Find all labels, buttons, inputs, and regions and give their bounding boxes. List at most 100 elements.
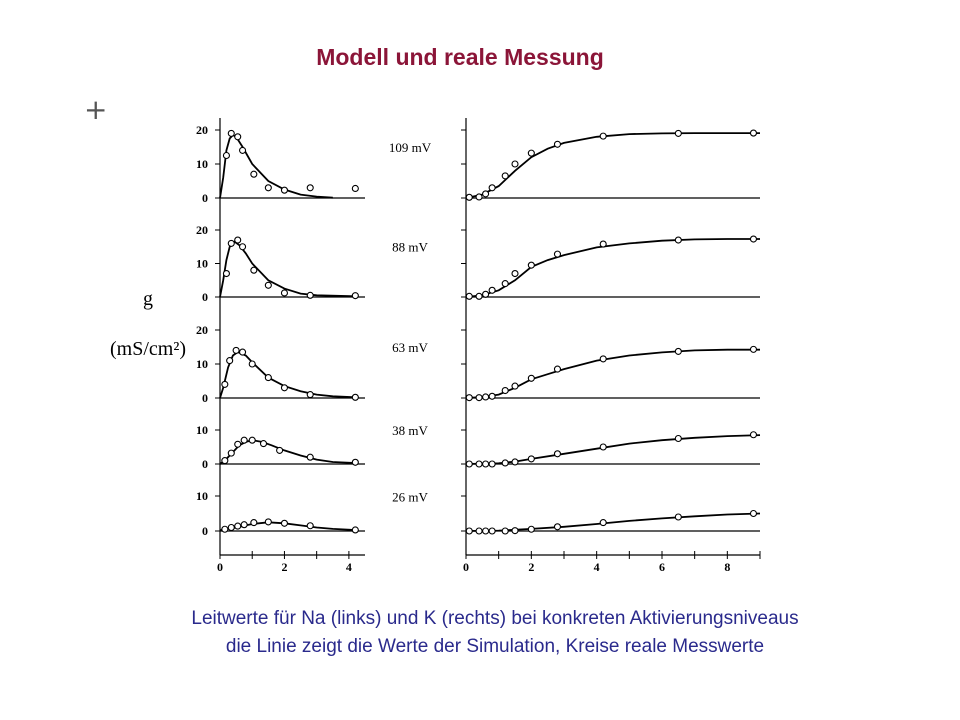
y-tick-label: 20 xyxy=(196,323,208,337)
y-tick-label: 10 xyxy=(196,489,208,503)
k-measurement-point xyxy=(475,460,483,468)
y-axis-label-unit: (mS/cm²) xyxy=(110,338,186,360)
k-measurement-point xyxy=(527,149,535,157)
na-measurement-point xyxy=(306,391,314,399)
right-x-tick-label: 0 xyxy=(463,560,469,574)
k-measurement-point xyxy=(488,527,496,535)
na-measurement-point xyxy=(351,526,359,534)
k-measurement-point xyxy=(553,450,562,458)
y-tick-label: 10 xyxy=(196,357,208,371)
na-measurement-point xyxy=(264,374,272,382)
k-measurement-point xyxy=(465,460,473,468)
k-measurement-point xyxy=(465,394,473,402)
k-measurement-point xyxy=(674,129,682,137)
k-measurement-point xyxy=(488,286,496,294)
k-measurement-point xyxy=(674,513,682,521)
y-tick-label: 10 xyxy=(196,257,208,271)
y-tick-label: 20 xyxy=(196,223,208,237)
na-measurement-point xyxy=(351,292,359,300)
y-tick-label: 0 xyxy=(202,391,208,405)
na-measurement-point xyxy=(234,522,242,530)
na-measurement-point xyxy=(227,449,235,457)
right-x-tick-label: 4 xyxy=(594,560,600,574)
k-measurement-point xyxy=(482,190,490,198)
na-measurement-point xyxy=(250,170,258,178)
k-measurement-point xyxy=(501,280,509,288)
na-measurement-point xyxy=(276,446,284,454)
na-measurement-point xyxy=(227,129,235,137)
na-measurement-point xyxy=(232,346,240,354)
k-measurement-point xyxy=(511,382,519,390)
na-measurement-point xyxy=(351,184,359,193)
k-measurement-point xyxy=(511,269,519,278)
k-simulation-line xyxy=(465,348,760,399)
na-measurement-point xyxy=(221,380,229,388)
k-measurement-point xyxy=(749,345,758,353)
k-measurement-point xyxy=(527,374,535,382)
k-measurement-point xyxy=(599,355,607,363)
k-measurement-point xyxy=(488,392,496,400)
na-measurement-point xyxy=(240,436,248,444)
left-x-tick-label: 4 xyxy=(346,560,352,574)
k-measurement-point xyxy=(527,525,535,533)
k-measurement-point xyxy=(501,459,509,467)
k-measurement-point xyxy=(465,193,473,201)
na-measurement-point xyxy=(222,269,230,278)
na-simulation-line xyxy=(219,351,356,399)
k-measurement-point xyxy=(527,261,535,269)
na-measurement-point xyxy=(280,289,288,297)
k-measurement-point xyxy=(511,527,519,535)
y-tick-label: 20 xyxy=(196,123,208,137)
k-measurement-point xyxy=(553,250,562,258)
k-measurement-point xyxy=(488,184,496,192)
na-measurement-point xyxy=(221,457,229,465)
voltage-label: 109 mV xyxy=(389,140,432,155)
k-measurement-point xyxy=(599,519,607,527)
k-measurement-point xyxy=(553,523,562,531)
k-measurement-point xyxy=(482,290,490,298)
k-measurement-point xyxy=(527,455,535,463)
k-measurement-point xyxy=(475,193,483,201)
k-measurement-point xyxy=(488,460,496,468)
k-measurement-point xyxy=(674,347,682,355)
y-tick-label: 0 xyxy=(202,290,208,304)
na-measurement-point xyxy=(306,291,314,299)
k-measurement-point xyxy=(475,292,483,300)
y-axis-label-g: g xyxy=(143,288,153,310)
k-measurement-point xyxy=(674,236,682,244)
right-x-tick-label: 2 xyxy=(528,560,534,574)
k-measurement-point xyxy=(482,393,490,401)
k-measurement-point xyxy=(465,527,473,535)
page-title: Modell und reale Messung xyxy=(316,44,604,70)
k-simulation-line xyxy=(465,132,760,199)
na-measurement-point xyxy=(227,523,235,532)
k-measurement-point xyxy=(511,458,519,466)
k-measurement-point xyxy=(553,140,562,148)
na-measurement-point xyxy=(221,525,229,533)
right-x-tick-label: 8 xyxy=(724,560,730,574)
k-measurement-point xyxy=(749,235,758,243)
na-measurement-point xyxy=(259,440,268,448)
na-measurement-point xyxy=(239,348,247,356)
na-measurement-point xyxy=(226,357,234,365)
y-tick-label: 10 xyxy=(196,157,208,171)
k-simulation-line xyxy=(465,512,761,532)
na-measurement-point xyxy=(351,393,359,401)
na-measurement-point xyxy=(248,436,256,444)
k-measurement-point xyxy=(511,160,519,168)
na-measurement-point xyxy=(240,521,248,529)
k-measurement-point xyxy=(599,240,607,248)
na-measurement-point xyxy=(264,184,272,192)
voltage-label: 88 mV xyxy=(392,240,428,255)
k-measurement-point xyxy=(501,386,509,395)
na-simulation-line xyxy=(219,240,356,298)
voltage-label: 26 mV xyxy=(392,490,428,505)
k-measurement-point xyxy=(482,527,490,535)
left-x-tick-label: 0 xyxy=(217,560,223,574)
na-measurement-point xyxy=(227,239,235,247)
y-tick-label: 0 xyxy=(202,457,208,471)
na-measurement-point xyxy=(234,440,242,448)
na-measurement-point xyxy=(234,236,242,244)
k-measurement-point xyxy=(749,129,758,137)
plus-marker-icon: + xyxy=(84,93,108,126)
